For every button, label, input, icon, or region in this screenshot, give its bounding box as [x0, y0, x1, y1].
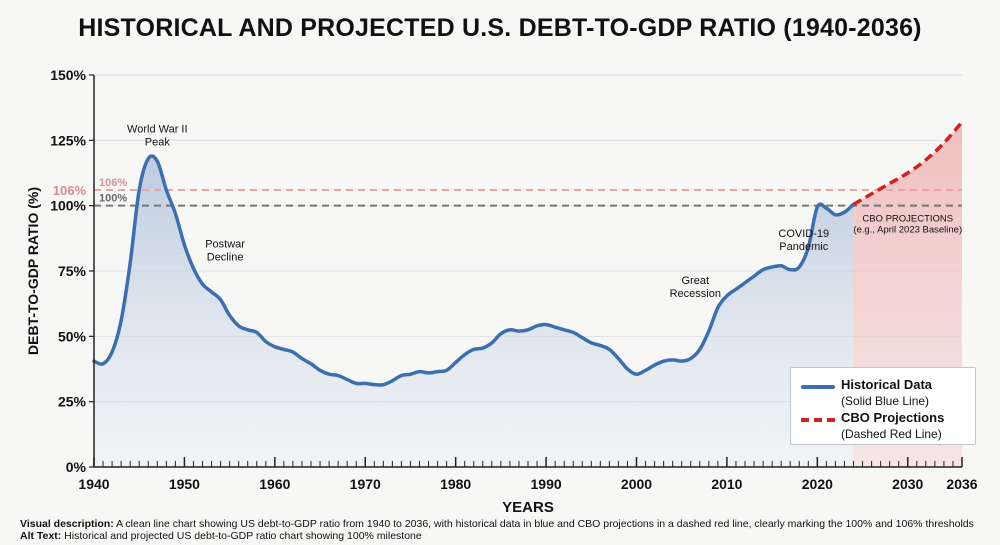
legend-sublabel-historical: (Solid Blue Line) — [841, 394, 930, 408]
alt-text-text: Historical and projected US debt-to-GDP … — [64, 530, 422, 542]
footer: Visual description: A clean line chart s… — [20, 518, 985, 542]
x-tick-label: 1960 — [259, 476, 290, 492]
cbo-projection-line — [852, 120, 964, 206]
annotation-line: Peak — [145, 136, 171, 148]
legend-label-projections: CBO Projections — [841, 410, 945, 425]
historical-area-fill — [94, 155, 854, 467]
y-tick-label: 50% — [58, 328, 87, 344]
x-tick-label: 2036 — [946, 476, 977, 492]
x-tick-label: 2000 — [621, 476, 652, 492]
threshold-axis-label-106: 106% — [53, 183, 87, 198]
y-tick-label: 125% — [50, 132, 86, 148]
annotation-line: Pandemic — [779, 241, 828, 253]
annotation-line: (e.g., April 2023 Baseline) — [853, 224, 962, 235]
visual-description-label: Visual description: — [20, 518, 114, 530]
axes: 1940 1950 1960 1970 1980 1990 2000 2010 2020 2030… — [25, 67, 978, 516]
y-tick-label: 75% — [58, 263, 87, 279]
visual-description-text: A clean line chart showing US debt-to-GD… — [116, 518, 974, 530]
legend-label-historical: Historical Data — [841, 377, 933, 392]
y-tick-label: 100% — [50, 198, 86, 214]
x-tick-label: 1970 — [350, 476, 381, 492]
legend-sublabel-projections: (Dashed Red Line) — [841, 427, 942, 441]
historical-data-line — [92, 154, 856, 387]
x-tick-label: 2020 — [802, 476, 833, 492]
x-tick-label: 1990 — [531, 476, 562, 492]
reference-lines: 106% 100% — [94, 177, 962, 207]
annotation-label: Postwar Decline — [205, 238, 245, 263]
y-tick-label: 0% — [66, 459, 87, 475]
y-axis-title: DEBT-TO-GDP RATIO (%) — [25, 187, 41, 355]
annotation-line: CBO PROJECTIONS — [862, 213, 953, 224]
annotation-label: COVID-19 Pandemic — [778, 228, 829, 253]
alt-text-label: Alt Text: — [20, 530, 62, 542]
series-lines — [92, 120, 964, 387]
x-axis-title: YEARS — [502, 499, 554, 516]
annotation-line: Recession — [670, 288, 721, 300]
annotation-label: Great Recession — [670, 275, 721, 300]
x-tick-label: 1950 — [169, 476, 200, 492]
annotation-line: World War II — [127, 123, 188, 135]
annotation-line: Decline — [207, 251, 244, 263]
x-tick-label: 2010 — [711, 476, 742, 492]
legend-swatch-projections — [801, 418, 835, 422]
visual-description: Visual description: A clean line chart s… — [20, 518, 985, 530]
threshold-inline-label-100: 100% — [99, 193, 127, 205]
annotation-label: CBO PROJECTIONS (e.g., April 2023 Baselin… — [853, 213, 962, 235]
annotation-line: COVID-19 — [778, 228, 829, 240]
chart-title: HISTORICAL AND PROJECTED U.S. DEBT-TO-GD… — [78, 14, 922, 42]
x-tick-label: 2030 — [892, 476, 923, 492]
y-tick-label: 150% — [50, 67, 86, 83]
annotation-label: World War II Peak — [127, 123, 188, 148]
threshold-inline-label-106: 106% — [99, 177, 127, 189]
legend-swatch-historical — [801, 385, 835, 389]
annotation-line: Postwar — [205, 238, 245, 250]
annotations: World War II Peak Postwar Decline Great Reces… — [127, 123, 962, 300]
x-tick-label: 1940 — [78, 476, 109, 492]
x-tick-label: 1980 — [440, 476, 471, 492]
alt-text: Alt Text: Historical and projected US de… — [20, 530, 985, 542]
legend: Historical Data (Solid Blue Line) CBO Pr… — [790, 367, 976, 445]
y-tick-label: 25% — [58, 394, 87, 410]
annotation-line: Great — [682, 275, 710, 287]
